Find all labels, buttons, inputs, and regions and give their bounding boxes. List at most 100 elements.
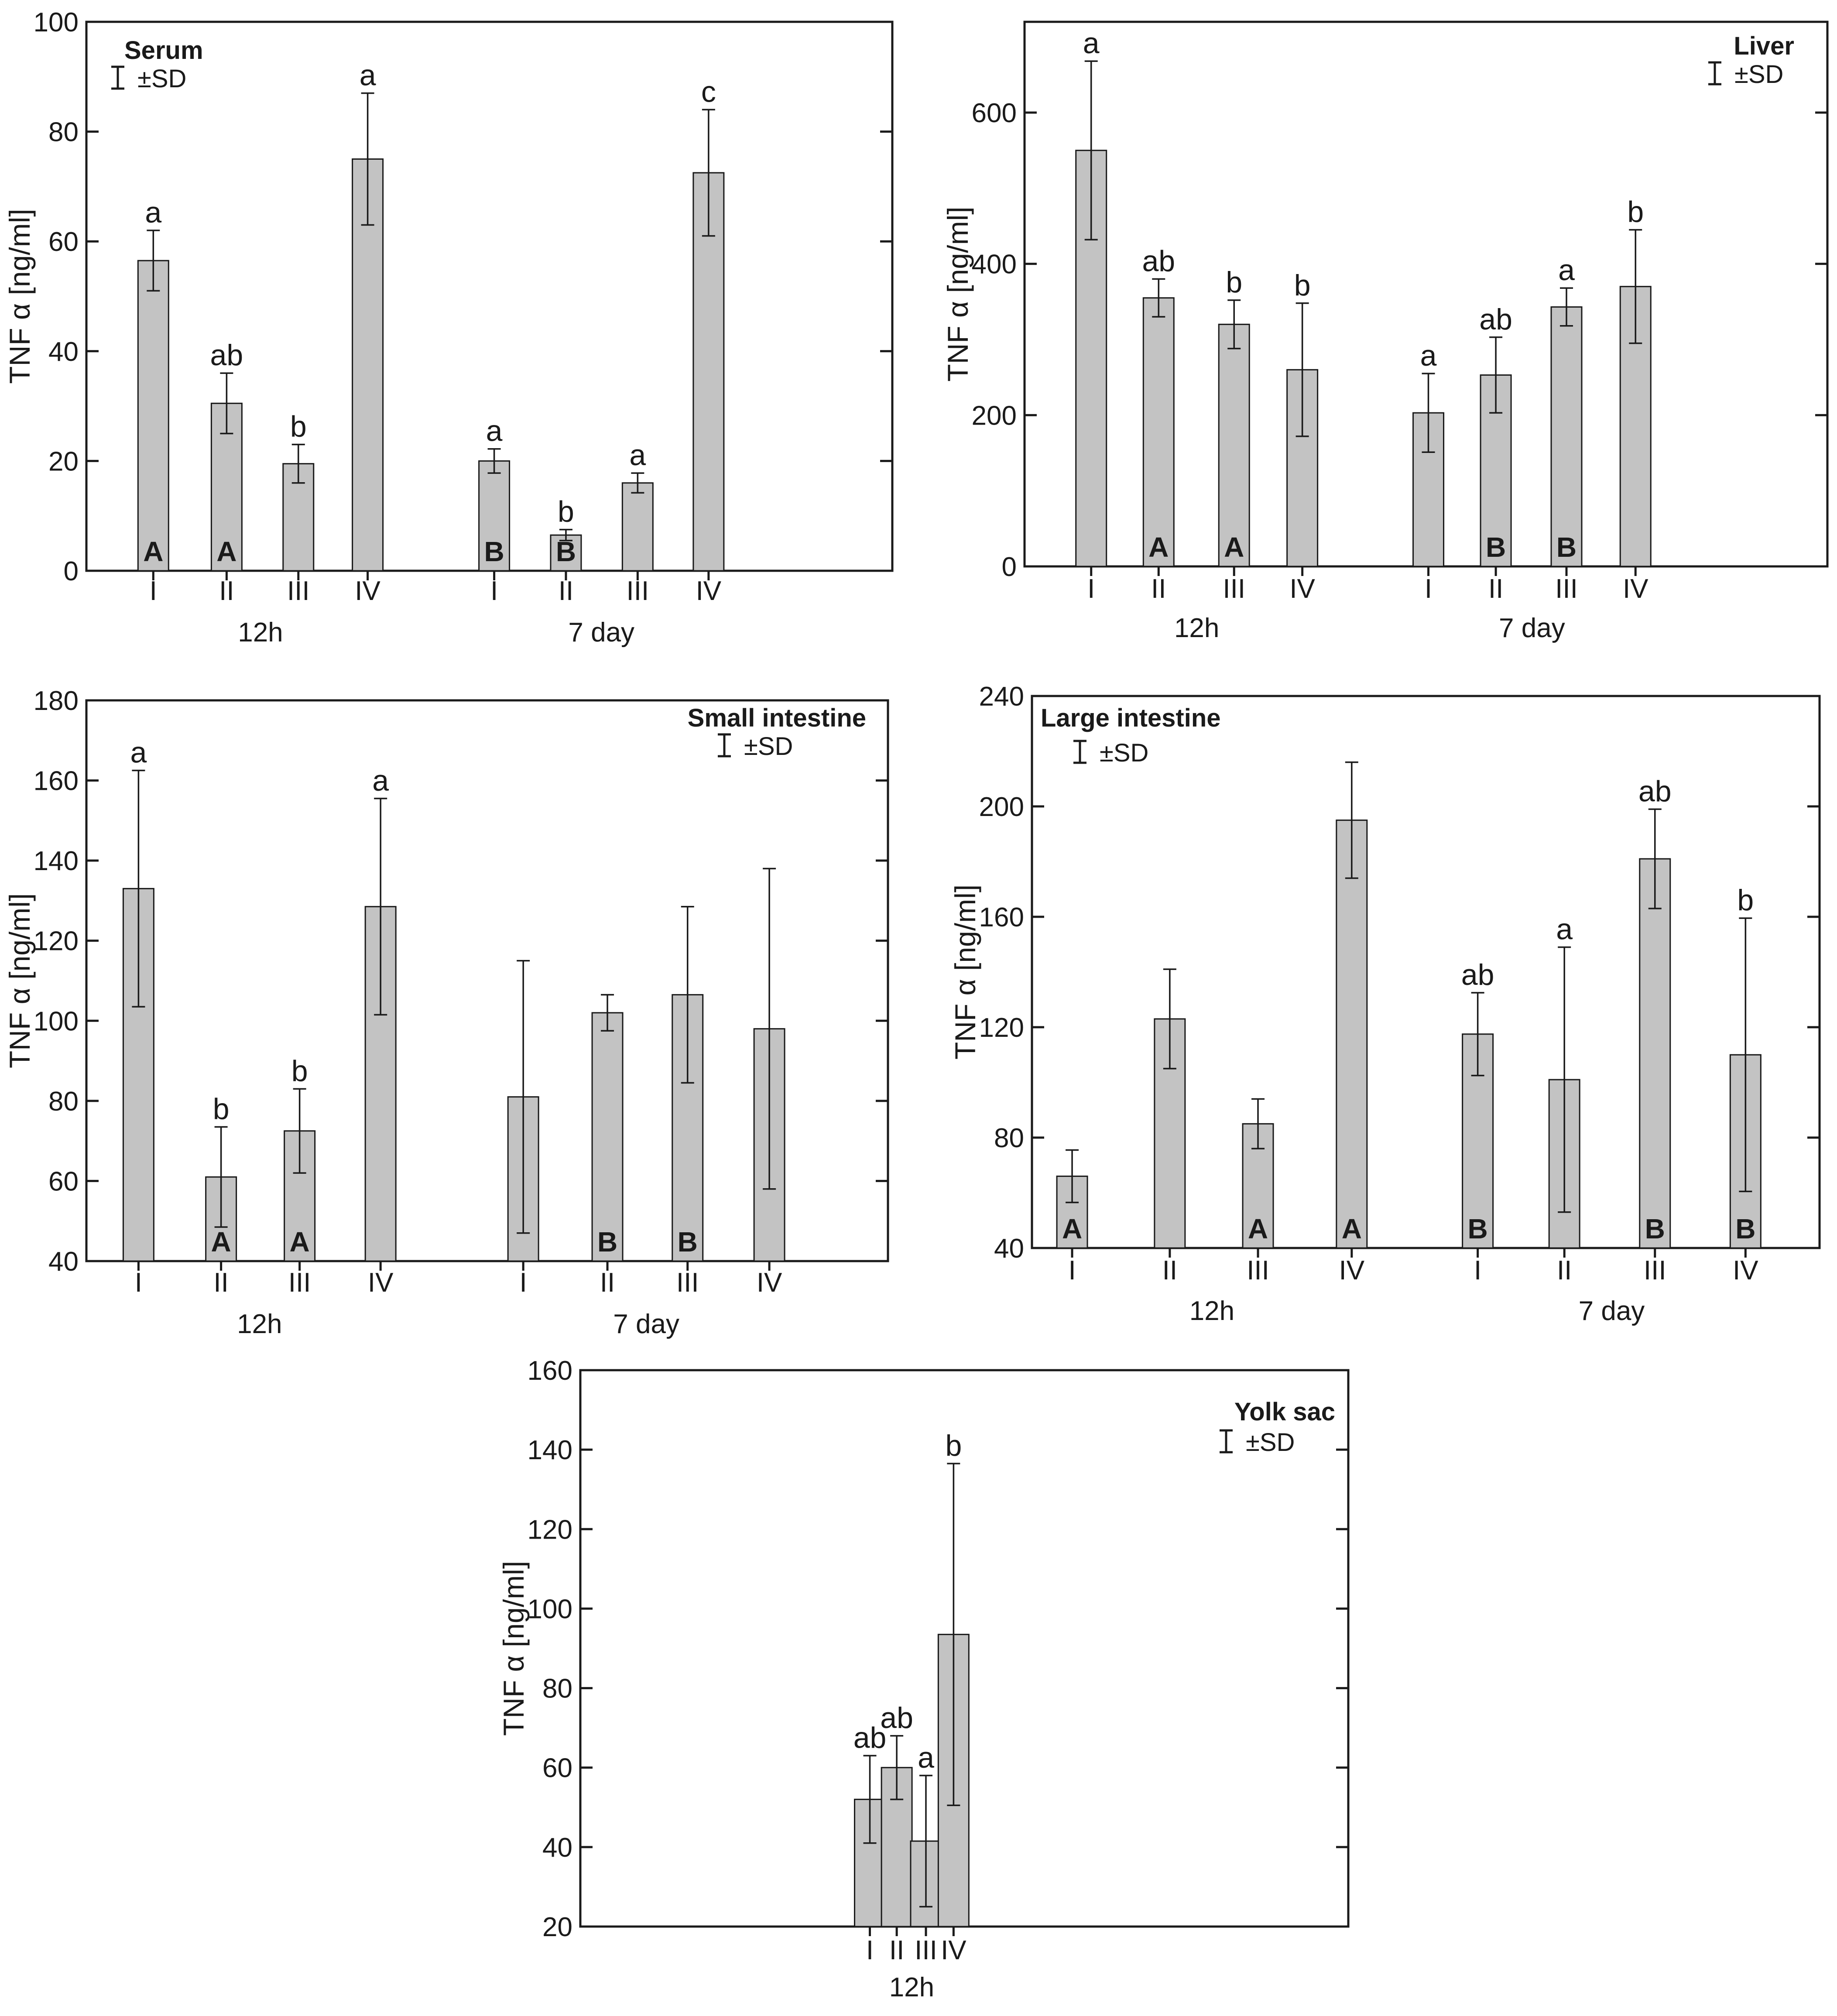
group-0: Ia II ab A III b A IV b bbox=[1075, 27, 1319, 604]
error-bar bbox=[863, 1755, 877, 1844]
error-bar bbox=[1066, 1149, 1079, 1203]
group-label: 7 day bbox=[568, 617, 634, 648]
bar bbox=[1639, 858, 1671, 1249]
y-tick-label: 140 bbox=[34, 846, 79, 876]
sd-legend-label: ±SD bbox=[1734, 60, 1783, 89]
y-tick-label: 40 bbox=[542, 1833, 572, 1863]
error-bar bbox=[374, 798, 387, 1016]
y-tick-label: 180 bbox=[34, 686, 79, 716]
comparison-letter: B bbox=[484, 536, 504, 567]
x-tick-label: I bbox=[1087, 574, 1095, 604]
x-tick-label: IV bbox=[1339, 1255, 1365, 1286]
significance-letter: ab bbox=[1638, 775, 1672, 808]
significance-letter: ab bbox=[1142, 244, 1175, 278]
y-tick-label: 80 bbox=[48, 1087, 79, 1117]
error-bar bbox=[220, 372, 233, 435]
y-tick-label: 600 bbox=[972, 98, 1017, 128]
group-0: Ia II b A III b A IV a bbox=[122, 736, 397, 1298]
x-tick-label: II bbox=[559, 576, 573, 606]
y-axis-label: TNF α [ng/ml] bbox=[497, 1561, 530, 1736]
chart-title: Serum bbox=[124, 36, 203, 65]
y-tick-label: 100 bbox=[528, 1594, 572, 1624]
comparison-letter: B bbox=[1468, 1213, 1488, 1245]
error-bar bbox=[601, 994, 614, 1032]
comparison-letter: A bbox=[290, 1226, 310, 1258]
y-tick-label: 80 bbox=[542, 1674, 572, 1704]
group-label: 7 day bbox=[1579, 1296, 1645, 1326]
comparison-letter: B bbox=[597, 1226, 617, 1258]
group-label: 12h bbox=[237, 1309, 282, 1339]
x-tick-label: II bbox=[1151, 574, 1166, 604]
error-bar bbox=[1739, 917, 1752, 1193]
group-0: Iab II ab III a IV b bbox=[853, 1429, 970, 1965]
significance-letter: b bbox=[1627, 195, 1644, 229]
group-label: 12h bbox=[1174, 613, 1219, 643]
x-tick-label: III bbox=[1247, 1255, 1269, 1286]
x-tick-label: I bbox=[490, 576, 498, 606]
x-tick-label: I bbox=[866, 1935, 874, 1965]
error-bar bbox=[1084, 60, 1098, 240]
significance-letter: c bbox=[701, 75, 716, 108]
error-bar bbox=[763, 867, 776, 1190]
error-bar bbox=[517, 960, 530, 1234]
error-bar bbox=[361, 92, 374, 226]
significance-letter: b bbox=[213, 1093, 230, 1126]
error-bar bbox=[1489, 336, 1503, 414]
significance-letter: b bbox=[1294, 269, 1311, 302]
error-bar bbox=[132, 769, 145, 1008]
significance-letter: a bbox=[1083, 27, 1100, 60]
y-tick-label: 40 bbox=[48, 337, 79, 367]
y-tick-label: 0 bbox=[64, 556, 79, 586]
comparison-letter: B bbox=[556, 536, 576, 567]
significance-letter: a bbox=[130, 736, 147, 769]
sd-legend: ±SD bbox=[1073, 739, 1148, 767]
error-bar bbox=[147, 230, 160, 292]
y-tick-label: 200 bbox=[979, 792, 1024, 822]
significance-letter: ab bbox=[853, 1721, 887, 1754]
error-bar bbox=[1345, 761, 1358, 879]
x-tick-label: III bbox=[915, 1935, 937, 1965]
comparison-letter: B bbox=[1735, 1213, 1755, 1245]
y-tick-label: 120 bbox=[34, 926, 79, 957]
y-tick-label: 160 bbox=[979, 902, 1024, 933]
error-bar bbox=[1558, 946, 1571, 1213]
error-bar bbox=[293, 1088, 306, 1174]
y-tick-label: 20 bbox=[48, 446, 79, 477]
error-bar bbox=[1648, 808, 1662, 909]
y-tick-label: 240 bbox=[979, 682, 1024, 712]
error-bar bbox=[1295, 302, 1309, 437]
error-bar bbox=[919, 1775, 932, 1908]
x-tick-label: I bbox=[150, 576, 157, 606]
x-tick-label: IV bbox=[941, 1935, 966, 1965]
comparison-letter: A bbox=[216, 536, 236, 567]
x-tick-label: II bbox=[1162, 1255, 1177, 1286]
x-tick-label: IV bbox=[355, 576, 380, 606]
y-tick-label: 160 bbox=[34, 766, 79, 796]
error-bar bbox=[291, 443, 305, 484]
error-bar bbox=[1560, 287, 1573, 327]
error-bar bbox=[214, 1126, 228, 1228]
y-axis-label: TNF α [ng/ml] bbox=[3, 893, 36, 1068]
bar bbox=[137, 260, 169, 572]
y-tick-label: 140 bbox=[528, 1435, 572, 1465]
significance-letter: a bbox=[372, 764, 389, 797]
significance-letter: b bbox=[945, 1429, 962, 1462]
bar bbox=[1550, 306, 1583, 567]
sd-legend: ±SD bbox=[718, 732, 793, 761]
x-tick-label: I bbox=[1425, 574, 1432, 604]
chart-title: Large intestine bbox=[1041, 704, 1221, 732]
significance-letter: a bbox=[145, 196, 161, 229]
group-label: 7 day bbox=[1499, 613, 1565, 643]
x-tick-label: IV bbox=[1623, 574, 1649, 604]
x-tick-label: IV bbox=[368, 1268, 394, 1298]
significance-letter: a bbox=[1556, 913, 1573, 946]
significance-letter: ab bbox=[1461, 958, 1494, 991]
comparison-letter: A bbox=[143, 536, 163, 567]
plot-frame bbox=[1031, 695, 1821, 1249]
significance-letter: a bbox=[918, 1741, 934, 1774]
error-bar bbox=[1251, 1098, 1265, 1150]
